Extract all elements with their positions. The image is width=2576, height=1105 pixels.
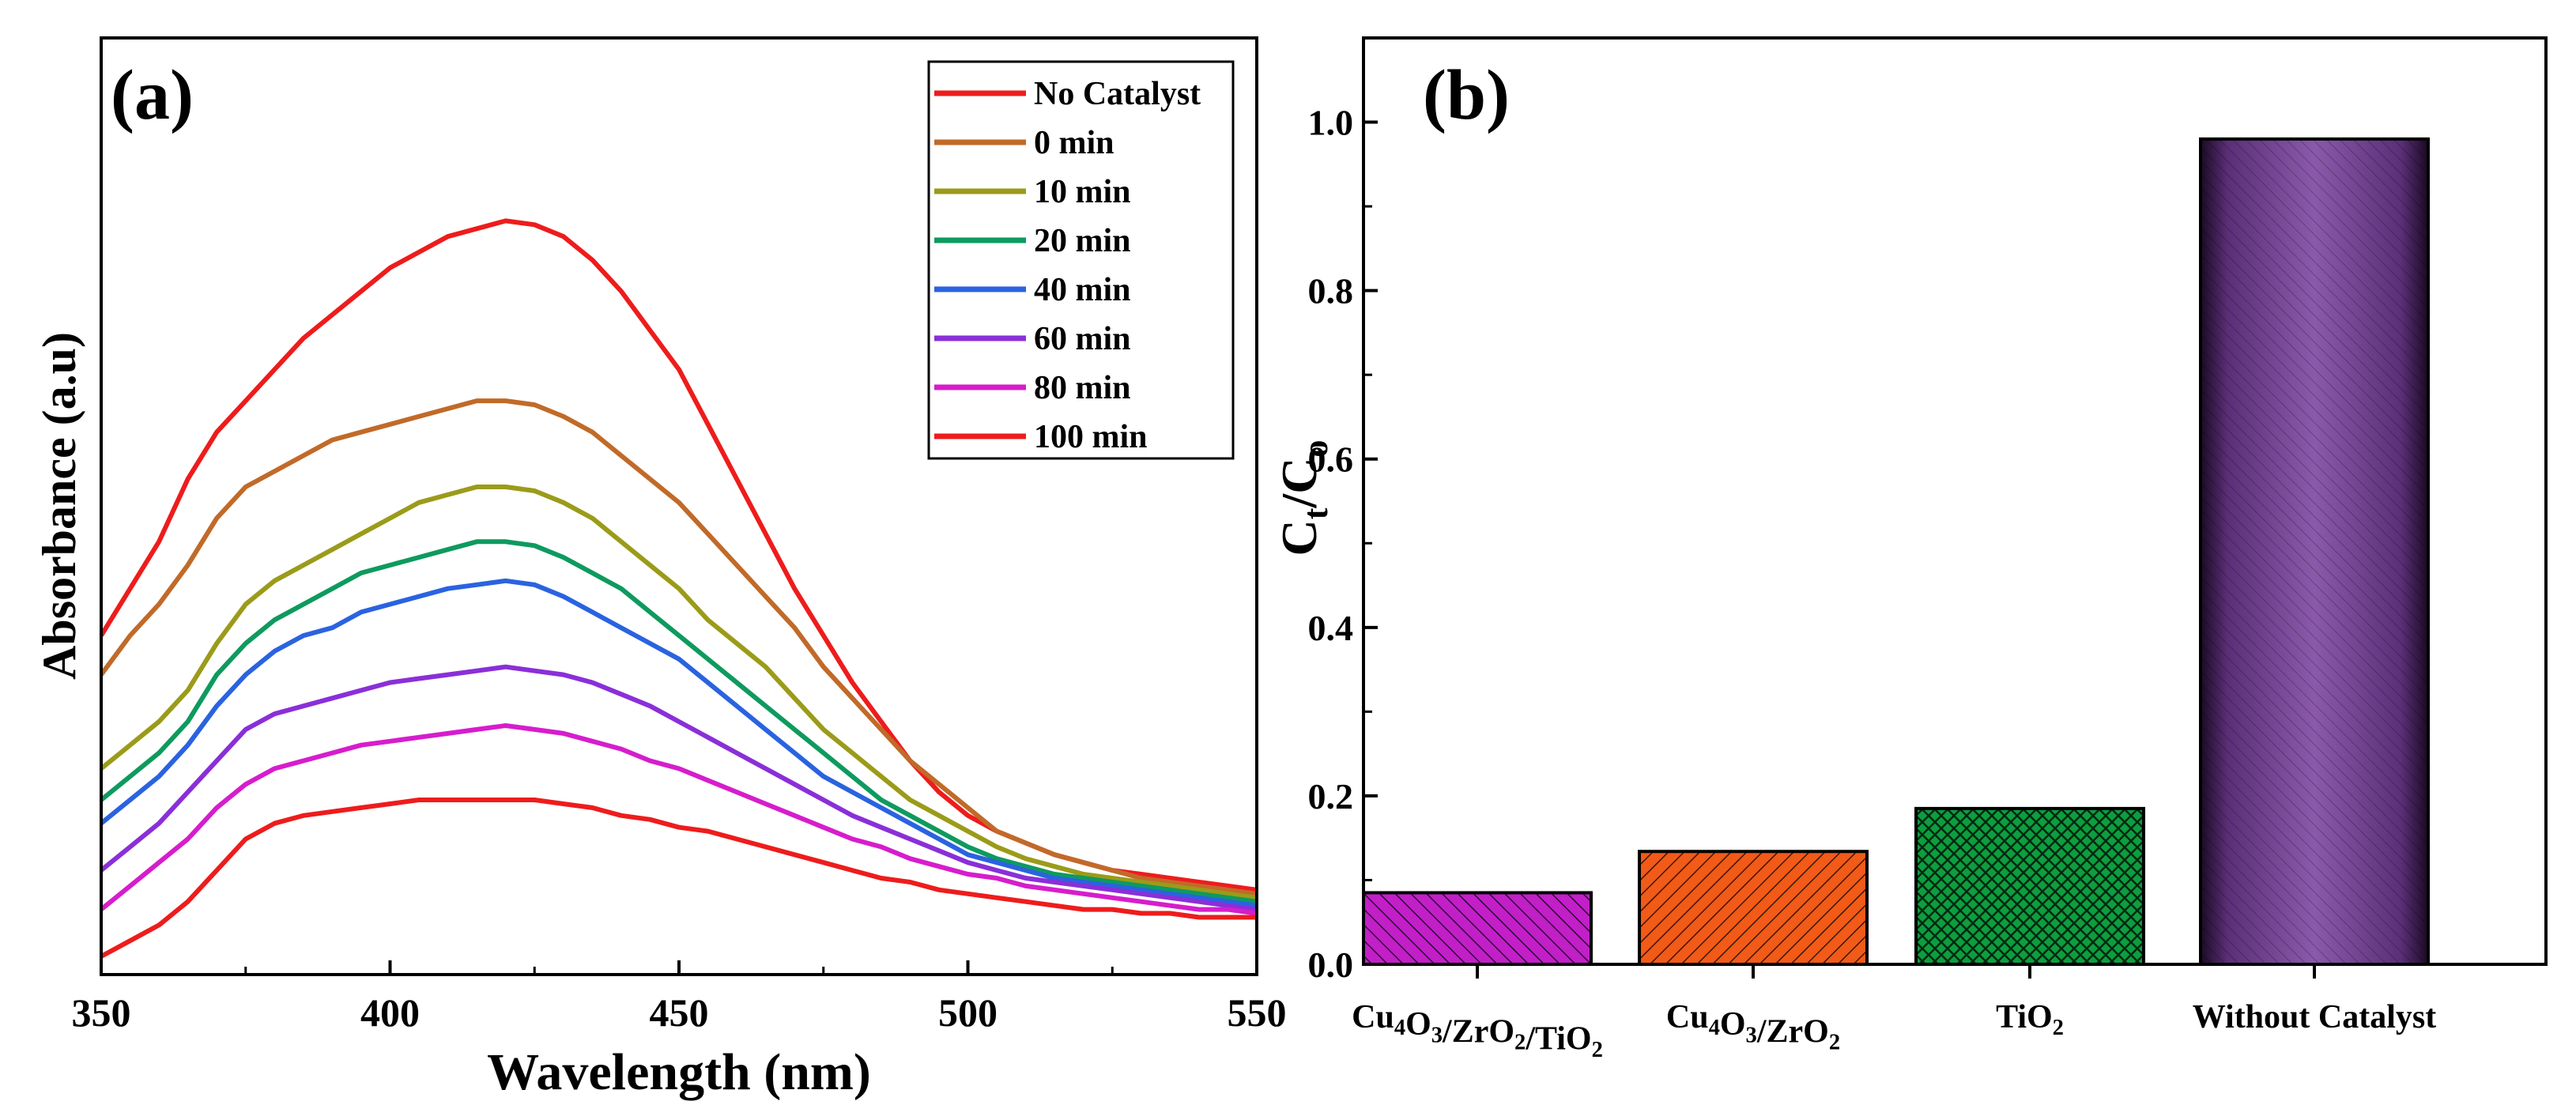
legend-label-0-min: 0 min xyxy=(1034,125,1115,161)
y-tick-label: 0.0 xyxy=(1308,945,1354,985)
legend-label-60-min: 60 min xyxy=(1034,321,1131,357)
x-axis-categories: Cu4O3/ZrO2/TiO2 Cu4O3/ZrO2 TiO2 Without Cat… xyxy=(1352,964,2436,1062)
legend-label-100-min: 100 min xyxy=(1034,419,1148,455)
series-line-10-min xyxy=(100,485,1258,900)
bars xyxy=(1362,137,2430,967)
series-line-40-min xyxy=(100,578,1258,908)
x-axis-title: Wavelength (nm) xyxy=(487,1043,871,1101)
x-tick-label: 550 xyxy=(1228,990,1287,1035)
series-line-80-min xyxy=(100,723,1258,916)
x-category-label: TiO2 xyxy=(1996,999,2064,1040)
y-tick-label: 0.4 xyxy=(1308,608,1354,648)
x-tick-label: 500 xyxy=(938,990,998,1035)
x-tick-label: 450 xyxy=(650,990,709,1035)
panel-label-a: (a) xyxy=(111,56,194,134)
legend-label-10-min: 10 min xyxy=(1034,174,1131,210)
series-line-20-min xyxy=(100,539,1258,904)
legend-box xyxy=(927,60,1235,460)
x-category-label: Cu4O3/ZrO2/TiO2 xyxy=(1352,999,1603,1062)
series-line-0-min xyxy=(99,398,1258,896)
panel-label-b: (b) xyxy=(1423,56,1510,134)
legend-label-40-min: 40 min xyxy=(1034,272,1131,308)
bar-hatch-without-catalyst xyxy=(2201,138,2428,965)
y-axis-ticks: 0.0 0.2 0.4 0.6 0.8 1.0 xyxy=(1308,36,1378,985)
series-line-100-min xyxy=(100,798,1257,959)
y-tick-label: 1.0 xyxy=(1308,103,1354,143)
plot-frame-b xyxy=(1362,36,2548,966)
legend-label-no-catalyst: No Catalyst xyxy=(1034,76,1201,112)
bar-hatch-cu4o3-zro2 xyxy=(1639,851,1867,964)
x-category-label: Cu4O3/ZrO2 xyxy=(1666,999,1840,1055)
spectra-lines xyxy=(99,218,1258,959)
y-axis-title: Absorbance (a.u) xyxy=(33,332,85,680)
y-axis-title: Ct/Co xyxy=(1271,440,1335,556)
x-tick-label: 350 xyxy=(72,990,131,1035)
legend-label-20-min: 20 min xyxy=(1034,223,1131,259)
y-tick-label: 0.6 xyxy=(1308,439,1354,480)
series-line-60-min xyxy=(100,664,1258,912)
x-axis-ticks: 350 400 450 500 550 xyxy=(72,960,1287,1035)
legend-label-80-min: 80 min xyxy=(1034,370,1131,406)
panel-b: 0.00.20.40.60.81.0 Cu4O3/ZrO2/TiO2Cu4O3/… xyxy=(1271,36,2548,1062)
bar-hatch-tio2 xyxy=(1916,808,2144,964)
panel-a: 350 400 450 500 550 (a) Wavelength (nm) Abso… xyxy=(33,36,1287,1101)
legend: No Catalyst 0 min 10 min 20 min 40 min 60 min… xyxy=(927,60,1235,460)
x-category-label: Without Catalyst xyxy=(2193,999,2436,1035)
y-tick-label: 0.2 xyxy=(1308,776,1354,816)
x-tick-label: 400 xyxy=(360,990,420,1035)
bar-hatch-cu4o3-zro2-tio2 xyxy=(1363,892,1591,964)
y-tick-label: 0.8 xyxy=(1308,271,1354,311)
